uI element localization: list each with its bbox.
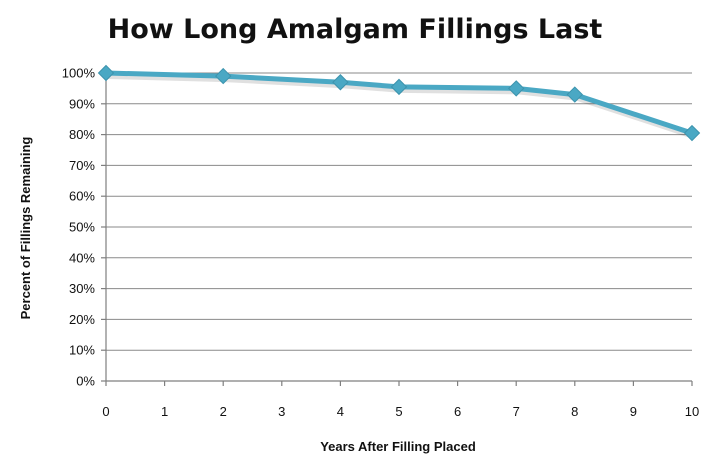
gridlines [105, 72, 692, 382]
x-tick-label: 4 [337, 404, 344, 419]
y-tick-label: 20% [69, 312, 95, 327]
x-tick-label: 1 [161, 404, 168, 419]
x-tick-label: 9 [630, 404, 637, 419]
series-group [97, 64, 701, 142]
data-point [97, 64, 115, 82]
data-point [683, 124, 701, 142]
data-point [566, 86, 584, 103]
data-point [507, 80, 525, 97]
y-tick-label: 0% [76, 374, 95, 389]
y-tick-label: 30% [69, 281, 95, 296]
y-tick-label: 70% [69, 158, 95, 173]
y-tick-label: 100% [62, 66, 96, 81]
y-tick-label: 80% [69, 127, 95, 142]
x-tick-label: 10 [685, 404, 699, 419]
x-tick-label: 7 [513, 404, 520, 419]
x-tick-label: 5 [395, 404, 402, 419]
y-axis-ticks: 0% 10% 20% 30% 40% 50% 60% 70% 80% 90% 100% [62, 66, 106, 389]
x-axis-label: Years After Filling Placed [320, 439, 476, 454]
x-tick-label: 0 [102, 404, 109, 419]
y-tick-label: 50% [69, 220, 95, 235]
data-point [332, 74, 349, 91]
y-axis-label: Percent of Fillings Remaining [18, 137, 33, 320]
x-tick-label: 6 [454, 404, 461, 419]
y-tick-label: 40% [69, 250, 95, 265]
data-point [214, 67, 232, 85]
chart-title: How Long Amalgam Fillings Last [108, 14, 603, 45]
y-tick-label: 60% [69, 189, 95, 204]
data-point [390, 78, 408, 96]
x-tick-label: 8 [571, 404, 578, 419]
x-tick-label: 2 [220, 404, 227, 419]
y-tick-label: 10% [69, 343, 95, 358]
y-tick-label: 90% [69, 96, 95, 111]
x-tick-label: 3 [278, 404, 285, 419]
x-axis-ticks: 0 1 2 3 4 5 6 7 8 9 10 [102, 381, 699, 419]
